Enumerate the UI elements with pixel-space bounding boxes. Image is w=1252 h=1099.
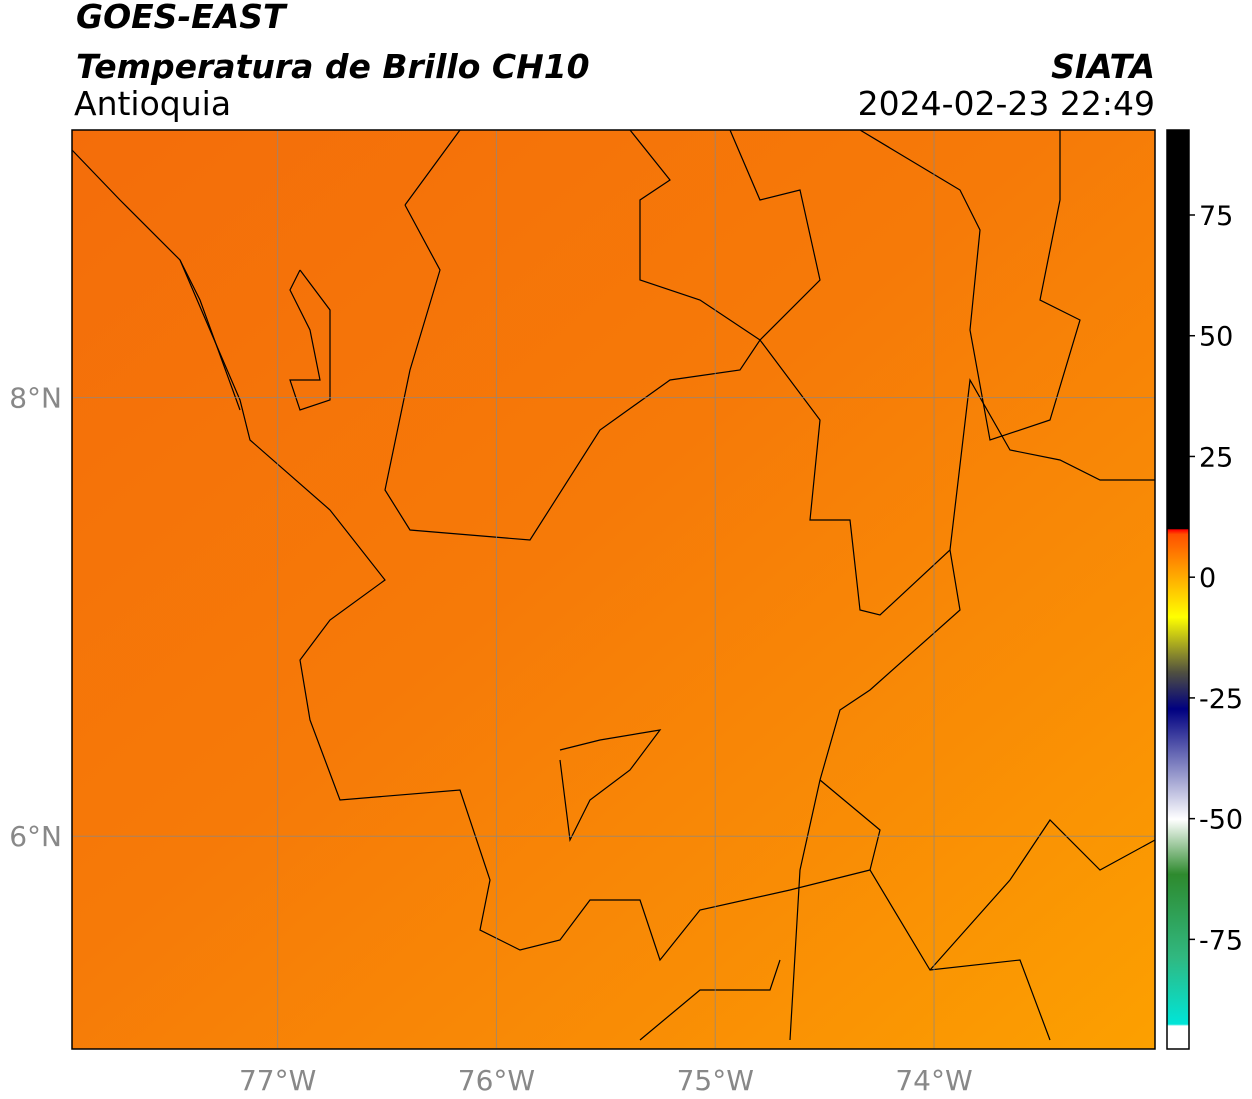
colorbar-tick-label: 75 [1199,201,1233,232]
subtitle: Temperatura de Brillo CH10 [76,47,590,86]
colorbar-tick-label: -50 [1199,805,1243,836]
borders [71,129,1156,1041]
datetime: 2024-02-23 22:49 [858,84,1155,123]
temperature-field [72,130,1155,1049]
x-tick-label: 75°W [677,1064,754,1097]
y-tick-label: 8°N [9,382,62,415]
x-tick-label: 76°W [458,1064,535,1097]
x-tick-label: 77°W [239,1064,316,1097]
colorbar-tick-label: 50 [1199,322,1233,353]
colorbar-tick-label: 0 [1199,563,1216,594]
region: Antioquia [74,84,231,123]
source: SIATA [1051,47,1155,86]
x-tick-label: 74°W [895,1064,972,1097]
y-tick-label: 6°N [9,820,62,853]
colorbar-tick-label: -75 [1199,925,1243,956]
title: GOES-EAST [76,0,288,36]
colorbar [1166,129,1190,1050]
colorbar-tick-label: -25 [1199,684,1243,715]
colorbar-tick-label: 25 [1199,442,1233,473]
map-frame [71,129,1156,1050]
